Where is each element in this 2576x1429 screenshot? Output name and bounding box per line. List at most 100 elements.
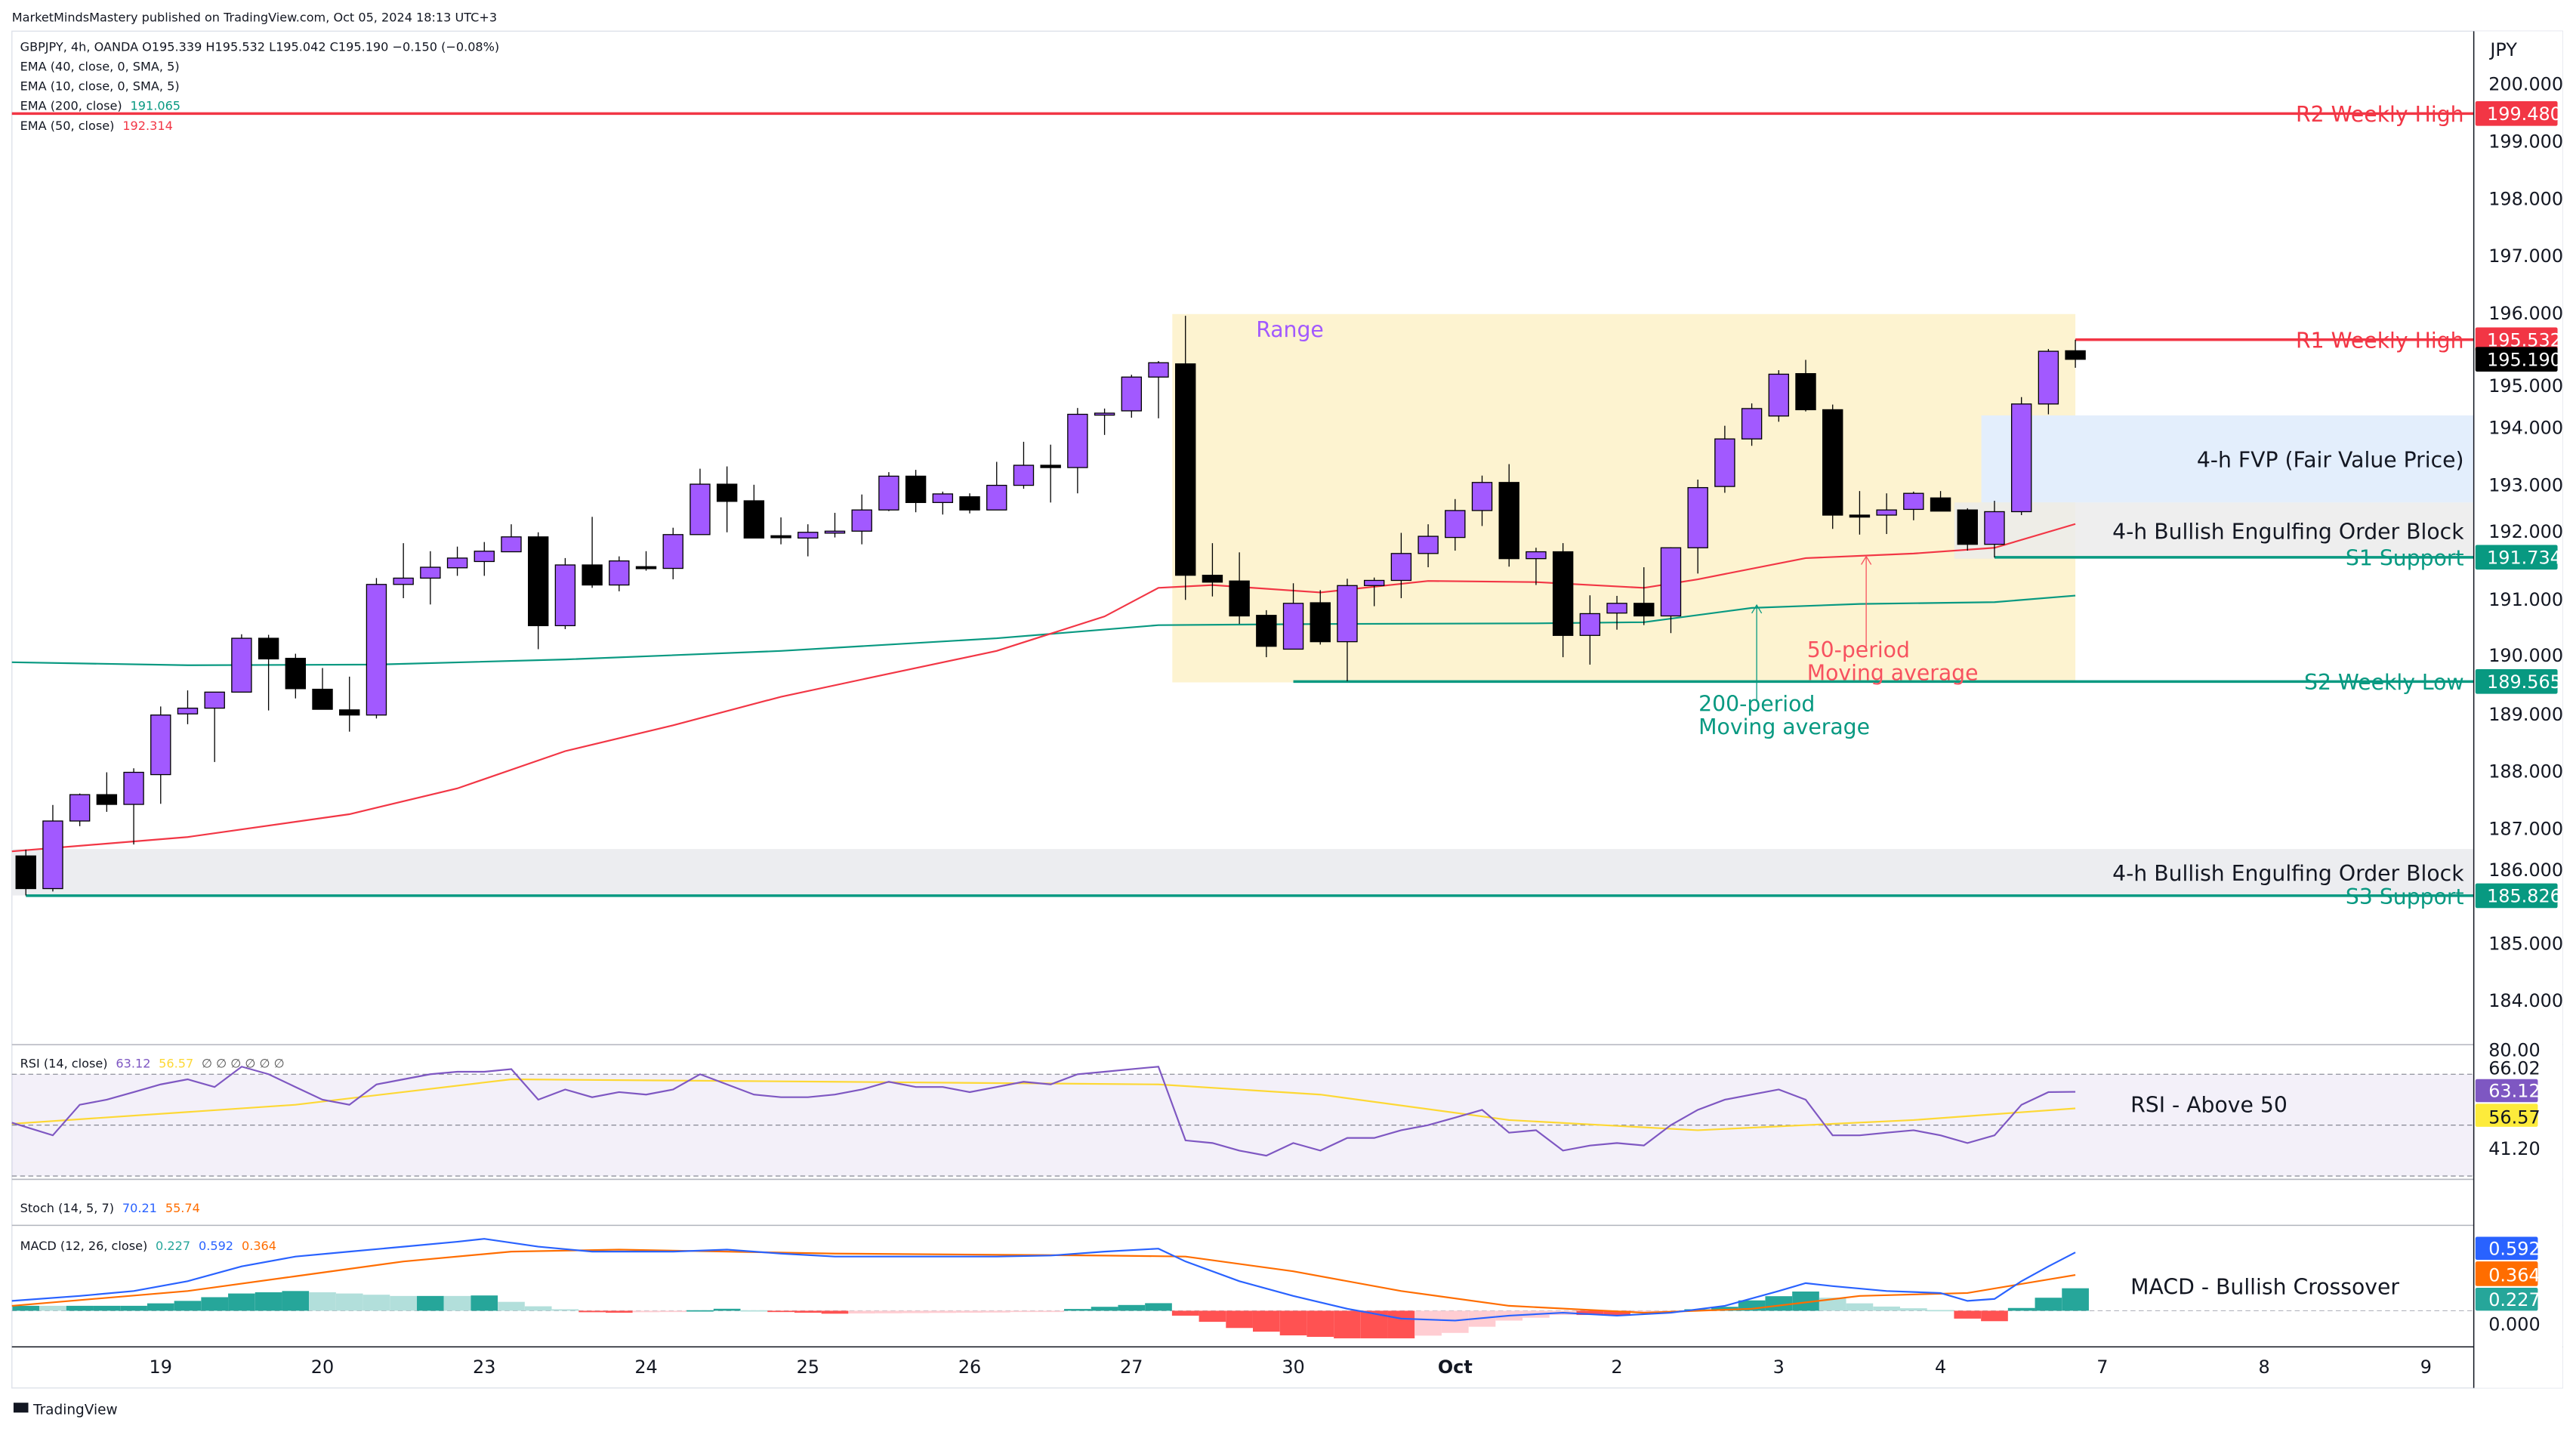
- candle[interactable]: [1795, 360, 1816, 412]
- candle[interactable]: [1930, 491, 1951, 512]
- candle[interactable]: [1040, 444, 1061, 503]
- candle[interactable]: [1660, 547, 1682, 634]
- tradingview-logo[interactable]: TradingView: [13, 1402, 118, 1418]
- candle[interactable]: [1606, 595, 1627, 630]
- price-axis[interactable]: [2473, 31, 2563, 1388]
- currency-label[interactable]: JPY: [2488, 39, 2517, 60]
- candle[interactable]: [1310, 590, 1331, 645]
- macd-histogram-bar: [1145, 1303, 1172, 1311]
- candle[interactable]: [42, 804, 63, 892]
- candle[interactable]: [1148, 360, 1169, 418]
- candle[interactable]: [1768, 370, 1790, 422]
- candle[interactable]: [1337, 579, 1358, 681]
- candle[interactable]: [1471, 475, 1493, 526]
- macd-histogram-bar: [740, 1310, 768, 1312]
- candle[interactable]: [15, 849, 36, 896]
- arrow-head-icon: [1751, 603, 1763, 614]
- candle[interactable]: [716, 466, 738, 532]
- candle[interactable]: [1498, 464, 1519, 567]
- candle[interactable]: [1634, 567, 1655, 625]
- macd-histogram-bar: [1037, 1310, 1064, 1313]
- candle[interactable]: [662, 527, 683, 579]
- candle[interactable]: [609, 556, 630, 591]
- candle[interactable]: [204, 691, 225, 762]
- indicator-legend[interactable]: EMA (10, close, 0, SMA, 5): [20, 79, 180, 94]
- candle[interactable]: [420, 551, 441, 605]
- candle[interactable]: [1822, 404, 1843, 529]
- candle[interactable]: [554, 557, 576, 629]
- candle[interactable]: [1714, 425, 1735, 493]
- candle[interactable]: [770, 517, 791, 545]
- candle[interactable]: [905, 470, 927, 513]
- symbol-ohlc-legend[interactable]: GBPJPY, 4h, OANDA O195.339 H195.532 L195…: [20, 39, 500, 54]
- candle[interactable]: [743, 484, 765, 539]
- candle[interactable]: [1741, 403, 1763, 446]
- price-badge: [2475, 101, 2558, 126]
- candle[interactable]: [69, 793, 91, 826]
- candle[interactable]: [123, 768, 144, 845]
- candle[interactable]: [986, 461, 1007, 511]
- candle[interactable]: [582, 517, 603, 588]
- candle[interactable]: [1175, 316, 1196, 600]
- candle[interactable]: [851, 494, 872, 545]
- stoch-label[interactable]: Stoch (14, 5, 7): [20, 1201, 114, 1215]
- candle[interactable]: [1579, 595, 1601, 665]
- candle[interactable]: [1526, 548, 1547, 585]
- candle[interactable]: [231, 634, 252, 693]
- signal-badge-text: 0.364: [2488, 1264, 2540, 1285]
- candle[interactable]: [1229, 552, 1250, 625]
- candle[interactable]: [932, 491, 954, 515]
- macd-signal-line: [11, 1248, 2076, 1314]
- candle[interactable]: [2065, 339, 2086, 368]
- candle[interactable]: [1256, 610, 1277, 658]
- candle[interactable]: [393, 543, 414, 598]
- candle[interactable]: [1957, 508, 1978, 551]
- zone-2: [1954, 502, 2474, 559]
- candle-body: [393, 577, 414, 585]
- indicator-legend[interactable]: EMA (200, close): [20, 99, 122, 113]
- candle[interactable]: [635, 551, 657, 571]
- candle[interactable]: [1067, 408, 1088, 494]
- candle[interactable]: [150, 706, 171, 804]
- candle-body: [770, 535, 791, 539]
- candle[interactable]: [96, 772, 118, 812]
- macd-histogram-bar: [1441, 1310, 1469, 1333]
- candle[interactable]: [1202, 543, 1223, 597]
- candle[interactable]: [1984, 501, 2005, 558]
- candle[interactable]: [1121, 375, 1142, 418]
- candle[interactable]: [2038, 349, 2059, 415]
- candle[interactable]: [1094, 408, 1115, 435]
- candle[interactable]: [959, 493, 980, 514]
- candle[interactable]: [177, 690, 199, 724]
- candle[interactable]: [339, 676, 360, 732]
- candle[interactable]: [474, 542, 495, 576]
- candle[interactable]: [527, 532, 549, 650]
- macd-label[interactable]: MACD (12, 26, close): [20, 1239, 148, 1253]
- indicator-legend[interactable]: EMA (40, close, 0, SMA, 5): [20, 60, 180, 74]
- candle[interactable]: [1013, 441, 1035, 489]
- candle[interactable]: [1390, 532, 1412, 598]
- candle[interactable]: [1903, 491, 1924, 520]
- candle[interactable]: [797, 524, 819, 557]
- candle[interactable]: [1876, 493, 1897, 535]
- candle[interactable]: [1687, 479, 1708, 574]
- candle[interactable]: [258, 634, 279, 711]
- candle[interactable]: [1418, 524, 1439, 568]
- candle[interactable]: [878, 472, 899, 511]
- indicator-legend[interactable]: EMA (50, close): [20, 119, 115, 133]
- candle[interactable]: [1552, 543, 1574, 658]
- candle[interactable]: [690, 468, 711, 535]
- candle[interactable]: [501, 524, 522, 553]
- candle[interactable]: [446, 546, 468, 576]
- candle[interactable]: [312, 668, 333, 710]
- candle[interactable]: [1445, 498, 1466, 551]
- candle[interactable]: [1282, 583, 1304, 650]
- candle[interactable]: [1363, 577, 1385, 606]
- candle[interactable]: [824, 512, 846, 538]
- candle[interactable]: [285, 653, 307, 699]
- rsi-label[interactable]: RSI (14, close): [20, 1057, 108, 1071]
- candle[interactable]: [366, 578, 387, 719]
- candle[interactable]: [2010, 397, 2032, 516]
- candle[interactable]: [1849, 491, 1871, 535]
